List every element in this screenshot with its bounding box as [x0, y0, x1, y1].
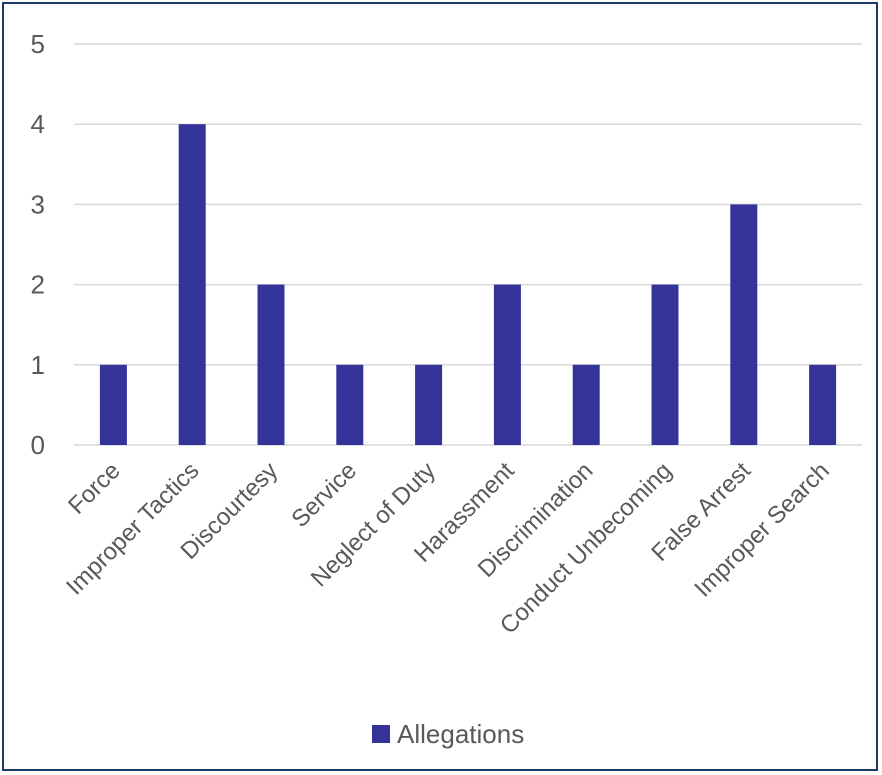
- y-tick-label: 1: [31, 350, 45, 380]
- legend: Allegations: [372, 719, 524, 749]
- bar: [493, 284, 521, 445]
- y-axis-ticks: 0 1 2 3 4 5: [31, 29, 45, 460]
- x-tick-label: Improper Tactics: [61, 457, 204, 600]
- x-tick-label: Force: [63, 457, 125, 519]
- bar: [809, 364, 837, 445]
- bar: [730, 204, 758, 445]
- x-tick-label: Service: [286, 457, 362, 533]
- y-tick-label: 3: [31, 189, 45, 219]
- bars: [99, 124, 837, 445]
- y-tick-label: 5: [31, 29, 45, 59]
- bar: [99, 364, 127, 445]
- bar: [178, 124, 206, 445]
- bar: [572, 364, 600, 445]
- y-tick-label: 2: [31, 270, 45, 300]
- y-tick-label: 0: [31, 430, 45, 460]
- bar: [336, 364, 364, 445]
- legend-label: Allegations: [397, 719, 524, 749]
- x-tick-label: Improper Search: [689, 457, 834, 602]
- y-tick-label: 4: [31, 109, 45, 139]
- bar: [257, 284, 285, 445]
- bar: [415, 364, 443, 445]
- legend-swatch: [372, 725, 390, 743]
- bar: [651, 284, 679, 445]
